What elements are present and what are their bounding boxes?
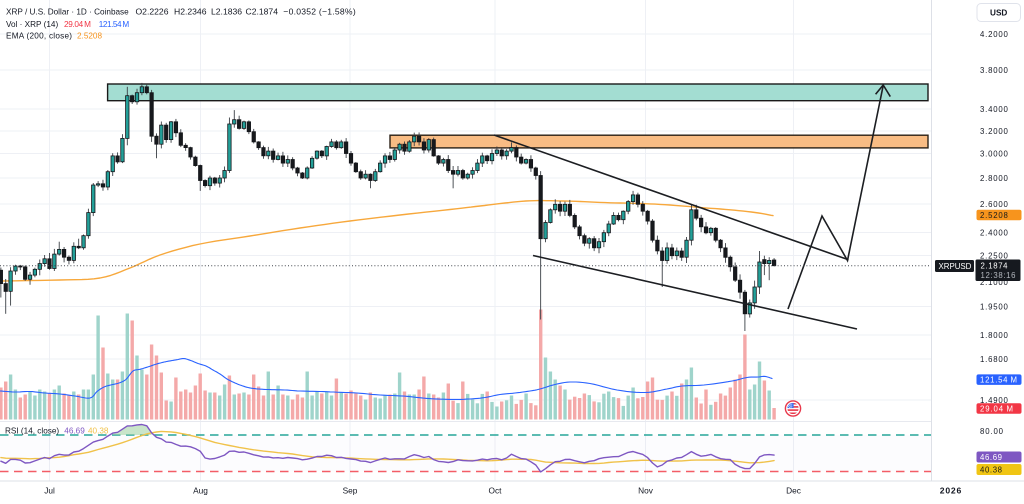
svg-text:Aug: Aug xyxy=(193,486,208,496)
svg-text:Vol · XRP (14): Vol · XRP (14) xyxy=(6,20,58,29)
svg-text:Dec: Dec xyxy=(786,486,801,496)
svg-text:C2.1874: C2.1874 xyxy=(246,7,279,17)
svg-text:2.5208: 2.5208 xyxy=(77,32,102,41)
svg-text:2.1874: 2.1874 xyxy=(981,262,1009,271)
svg-text:4.2000: 4.2000 xyxy=(980,30,1008,39)
svg-text:O2.2226: O2.2226 xyxy=(136,7,169,17)
svg-text:1.8000: 1.8000 xyxy=(980,331,1008,340)
svg-text:46.69: 46.69 xyxy=(64,426,85,435)
svg-text:40.38: 40.38 xyxy=(980,465,1002,474)
svg-text:H2.2346: H2.2346 xyxy=(174,7,207,17)
svg-text:2.5208: 2.5208 xyxy=(980,211,1008,220)
svg-text:Oct: Oct xyxy=(489,486,503,496)
svg-text:3.8000: 3.8000 xyxy=(980,66,1008,75)
svg-text:29.04 M: 29.04 M xyxy=(64,20,91,29)
svg-text:29.04 M: 29.04 M xyxy=(980,404,1013,413)
svg-text:1.9500: 1.9500 xyxy=(980,302,1008,311)
svg-text:121.54 M: 121.54 M xyxy=(99,20,130,29)
svg-text:3.4000: 3.4000 xyxy=(980,105,1008,114)
svg-text:80.00: 80.00 xyxy=(980,427,1004,436)
svg-text:121.54 M: 121.54 M xyxy=(980,375,1017,384)
svg-text:RSI (14, close): RSI (14, close) xyxy=(5,426,59,435)
svg-text:Nov: Nov xyxy=(638,486,654,496)
svg-text:2.6000: 2.6000 xyxy=(980,200,1008,209)
svg-text:−0.0352 (−1.58%): −0.0352 (−1.58%) xyxy=(283,7,356,17)
svg-text:XRPUSD: XRPUSD xyxy=(939,262,972,271)
svg-text:2.2500: 2.2500 xyxy=(980,251,1008,260)
svg-text:Jul: Jul xyxy=(44,486,55,496)
svg-text:XRP / U.S. Dollar · 1D · Coinb: XRP / U.S. Dollar · 1D · Coinbase xyxy=(6,8,129,17)
svg-text:46.69: 46.69 xyxy=(980,453,1002,462)
svg-text:12:38:16: 12:38:16 xyxy=(981,271,1016,280)
svg-text:2.4000: 2.4000 xyxy=(980,228,1008,237)
svg-text:3.0000: 3.0000 xyxy=(980,149,1008,158)
svg-text:2026: 2026 xyxy=(940,486,962,496)
svg-text:1.6800: 1.6800 xyxy=(980,355,1008,364)
svg-text:2.8000: 2.8000 xyxy=(980,174,1008,183)
svg-text:EMA (200, close): EMA (200, close) xyxy=(6,32,72,41)
svg-text:USD: USD xyxy=(990,9,1007,18)
svg-text:Sep: Sep xyxy=(343,486,358,496)
svg-text:L2.1836: L2.1836 xyxy=(211,7,242,17)
svg-text:40.38: 40.38 xyxy=(88,426,109,435)
svg-text:3.2000: 3.2000 xyxy=(980,127,1008,136)
